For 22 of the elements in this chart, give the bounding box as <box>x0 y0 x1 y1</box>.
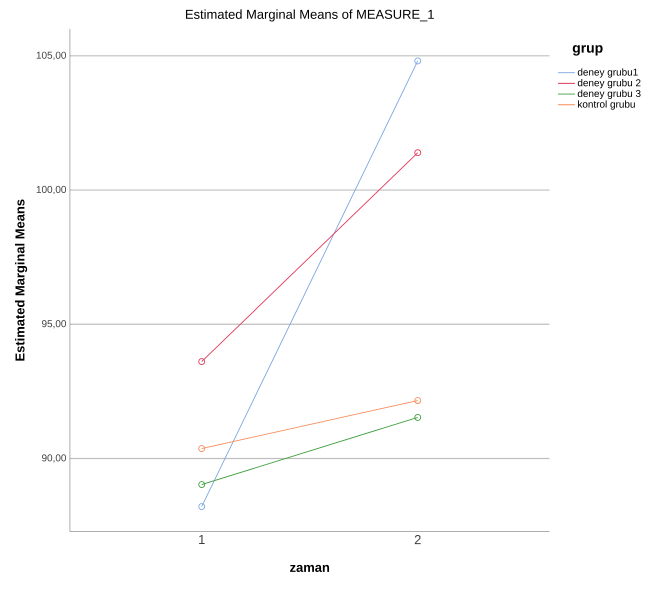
y-axis-title: Estimated Marginal Means <box>15 199 28 360</box>
y-tick-label: 105,00 <box>36 51 66 60</box>
legend-label: deney grubu 3 <box>578 89 641 99</box>
legend-label: deney grubu 2 <box>578 78 641 88</box>
point <box>198 480 206 488</box>
y-tick-label: 100,00 <box>36 186 66 194</box>
y-tick-label: 90,00 <box>42 454 66 462</box>
x-tick-label: 1 <box>199 534 205 544</box>
legend-title: grup <box>572 44 603 56</box>
x-tick-label: 2 <box>414 534 421 544</box>
chart-title: Estimated Marginal Means of MEASURE_1 <box>186 9 434 22</box>
point <box>414 149 422 156</box>
point <box>414 414 422 421</box>
legend-label: deney grubu1 <box>578 68 638 78</box>
point <box>414 57 422 64</box>
point <box>198 358 206 365</box>
point <box>198 502 206 510</box>
point <box>414 396 422 404</box>
legend-label: kontrol grubu <box>578 100 635 110</box>
y-tick-label: 95,00 <box>42 320 66 328</box>
point <box>198 444 206 452</box>
x-axis-title: zaman <box>290 564 330 572</box>
